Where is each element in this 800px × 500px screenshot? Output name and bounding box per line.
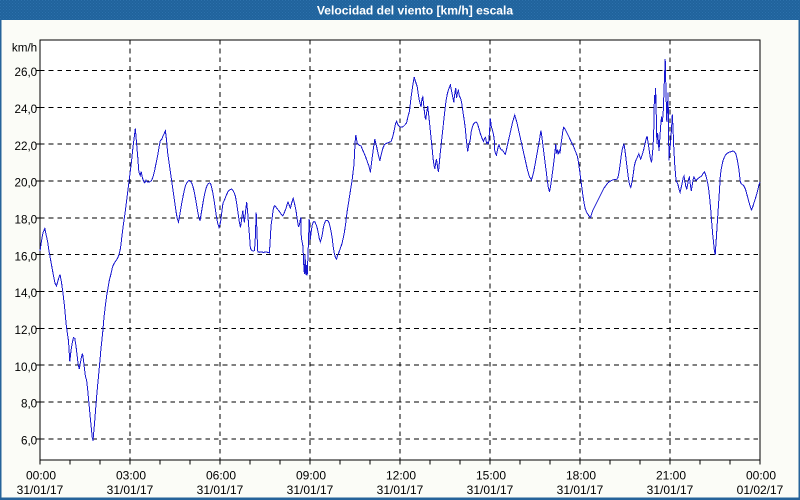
- svg-text:18,0: 18,0: [14, 214, 37, 227]
- svg-text:21:00: 21:00: [656, 469, 686, 483]
- svg-text:20,0: 20,0: [14, 177, 37, 190]
- svg-text:00:00: 00:00: [26, 469, 56, 483]
- svg-text:12:00: 12:00: [386, 469, 416, 483]
- svg-text:09:00: 09:00: [296, 469, 326, 483]
- svg-text:12,0: 12,0: [14, 324, 37, 337]
- svg-text:31/01/17: 31/01/17: [557, 483, 604, 497]
- svg-text:14,0: 14,0: [14, 287, 37, 300]
- svg-text:6,0: 6,0: [21, 435, 38, 448]
- svg-text:31/01/17: 31/01/17: [197, 483, 244, 497]
- svg-text:Velocidad del viento [km/h] es: Velocidad del viento [km/h] escala: [317, 3, 514, 17]
- svg-text:31/01/17: 31/01/17: [287, 483, 334, 497]
- svg-text:18:00: 18:00: [566, 469, 596, 483]
- svg-text:24,0: 24,0: [14, 103, 37, 116]
- svg-text:31/01/17: 31/01/17: [647, 483, 694, 497]
- svg-text:00:00: 00:00: [746, 469, 776, 483]
- svg-text:31/01/17: 31/01/17: [377, 483, 424, 497]
- svg-text:15:00: 15:00: [476, 469, 506, 483]
- svg-text:km/h: km/h: [12, 41, 37, 54]
- svg-text:31/01/17: 31/01/17: [17, 483, 64, 497]
- svg-text:01/02/17: 01/02/17: [737, 483, 784, 497]
- svg-text:03:00: 03:00: [116, 469, 146, 483]
- svg-text:31/01/17: 31/01/17: [107, 483, 154, 497]
- svg-text:22,0: 22,0: [14, 140, 37, 153]
- svg-text:10,0: 10,0: [14, 361, 37, 374]
- svg-text:06:00: 06:00: [206, 469, 236, 483]
- svg-text:16,0: 16,0: [14, 250, 37, 263]
- svg-text:26,0: 26,0: [14, 66, 37, 79]
- svg-text:8,0: 8,0: [21, 398, 38, 411]
- svg-text:31/01/17: 31/01/17: [467, 483, 514, 497]
